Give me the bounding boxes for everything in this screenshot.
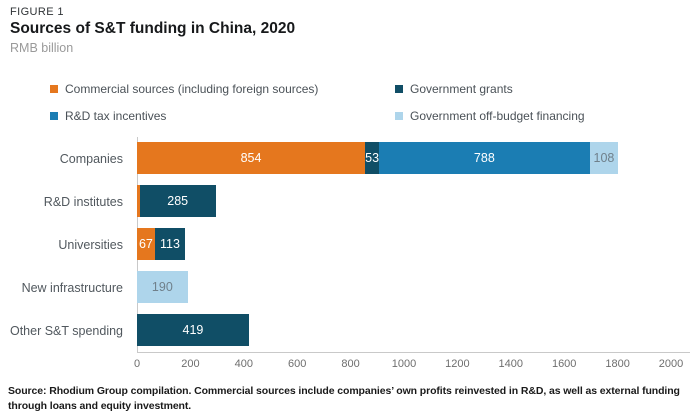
x-tick-label: 1200 <box>445 358 470 370</box>
bar-value-label: 854 <box>240 151 262 165</box>
x-tick-label: 0 <box>133 358 141 370</box>
source-note: Source: Rhodium Group compilation. Comme… <box>8 385 680 412</box>
x-tick-label: 1600 <box>551 358 577 370</box>
legend-swatch <box>395 85 403 93</box>
chart-row: Companies 854 53 788 108 <box>0 137 700 180</box>
bar-value-label: 419 <box>182 323 204 337</box>
bar-segment: 854 <box>137 142 366 174</box>
category-label: Universities <box>58 237 123 252</box>
figure-title: Sources of S&T funding in China, 2020 <box>10 20 296 37</box>
bar-track: 67 113 <box>137 228 671 260</box>
bar-track: 285 <box>137 185 671 217</box>
legend-item: R&D tax incentives <box>50 110 395 122</box>
legend-item: Commercial sources (including foreign so… <box>50 83 395 95</box>
legend-swatch <box>50 85 58 93</box>
x-tick-label: 800 <box>341 358 360 370</box>
chart-row: Universities 67 113 <box>0 223 700 266</box>
legend-swatch <box>50 112 58 120</box>
x-tick-label: 600 <box>288 358 307 370</box>
bar-value-label: 788 <box>473 151 495 165</box>
bar-segment: 67 <box>137 228 155 260</box>
bar-value-label: 285 <box>167 194 189 208</box>
bar-value-label: 53 <box>365 151 380 165</box>
legend-label: R&D tax incentives <box>65 109 167 123</box>
legend-label: Government off-budget financing <box>410 109 585 123</box>
legend-item: Government off-budget financing <box>395 110 585 122</box>
bar-segment: 53 <box>365 142 380 174</box>
x-axis-line <box>137 352 690 353</box>
chart-row: Other S&T spending 419 <box>0 309 700 352</box>
bar-value-label: 113 <box>159 237 180 251</box>
chart-row: R&D institutes 285 <box>0 180 700 223</box>
bar-segment <box>137 185 140 217</box>
bar-track: 854 53 788 108 <box>137 142 671 174</box>
legend-label: Commercial sources (including foreign so… <box>65 82 319 96</box>
bar-track: 419 <box>137 314 671 346</box>
x-tick-label: 1400 <box>498 358 524 370</box>
bar-segment: 190 <box>137 271 188 303</box>
bar-segment: 419 <box>137 314 249 346</box>
legend-item: Government grants <box>395 83 585 95</box>
figure-label: FIGURE 1 <box>10 6 64 18</box>
x-tick-label: 400 <box>234 358 253 370</box>
x-tick-label: 1000 <box>391 358 417 370</box>
legend-label: Government grants <box>410 82 513 96</box>
x-tick-label: 200 <box>181 358 200 370</box>
category-label: R&D institutes <box>43 194 123 209</box>
bar-value-label: 108 <box>593 151 615 165</box>
bar-segment: 108 <box>589 142 619 174</box>
bar-chart: Companies 854 53 788 108 R&D institutes 285 Uni… <box>0 137 700 352</box>
chart-legend: Commercial sources (including foreign so… <box>50 83 585 122</box>
legend-swatch <box>395 112 403 120</box>
category-label: Other S&T spending <box>9 323 123 338</box>
x-tick-label: 2000 <box>658 358 684 370</box>
bar-value-label: 67 <box>138 237 153 251</box>
bar-segment: 113 <box>154 228 186 260</box>
bar-segment: 788 <box>379 142 590 174</box>
x-axis-ticks: 0 200 400 600 800 1000 1200 1400 1600 1800 2000 <box>133 358 683 372</box>
bar-track: 190 <box>137 271 671 303</box>
category-label: Companies <box>59 151 123 166</box>
x-tick-label: 1800 <box>605 358 630 370</box>
category-label: New infrastructure <box>21 280 123 295</box>
bar-segment: 285 <box>139 185 216 217</box>
figure-subtitle: RMB billion <box>10 41 74 55</box>
bar-value-label: 190 <box>151 280 173 294</box>
chart-row: New infrastructure 190 <box>0 266 700 309</box>
